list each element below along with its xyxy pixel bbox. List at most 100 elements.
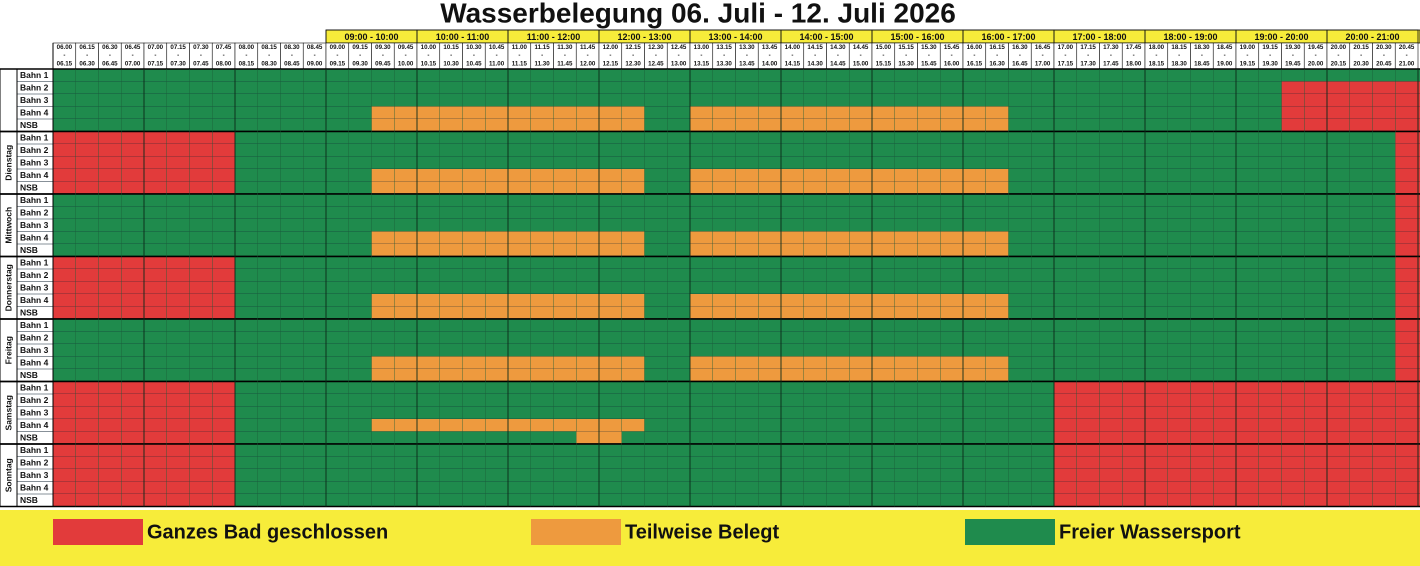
- slot-to: 08.30: [261, 61, 277, 68]
- slot-from: 20.00: [1331, 44, 1347, 51]
- slot-separator: -: [1406, 52, 1408, 59]
- cell-run: [1395, 144, 1420, 157]
- cell-run: [1395, 306, 1420, 319]
- slot-separator: -: [109, 52, 111, 59]
- slot-from: 20.15: [1353, 44, 1369, 51]
- slot-from: 13.15: [716, 44, 732, 51]
- lane-label: NSB: [20, 370, 38, 380]
- slot-from: 07.15: [170, 44, 186, 51]
- slot-from: 12.00: [603, 44, 619, 51]
- slot-to: 18.30: [1171, 61, 1187, 68]
- slot-from: 06.15: [79, 44, 95, 51]
- slot-to: 14.00: [762, 61, 778, 68]
- slot-to: 21.00: [1399, 61, 1415, 68]
- slot-to: 18.45: [1194, 61, 1210, 68]
- day-label: Mittwoch: [3, 207, 13, 244]
- slot-to: 09.00: [307, 61, 323, 68]
- slot-separator: -: [1155, 52, 1157, 59]
- slot-separator: -: [564, 52, 566, 59]
- slot-separator: -: [928, 52, 930, 59]
- slot-from: 19.15: [1262, 44, 1278, 51]
- slot-from: 17.00: [1058, 44, 1074, 51]
- cell-run: [235, 281, 1396, 294]
- slot-separator: -: [541, 52, 543, 59]
- slot-separator: -: [655, 52, 657, 59]
- slot-to: 11.15: [512, 61, 528, 68]
- slot-to: 16.15: [967, 61, 983, 68]
- cell-run: [53, 194, 1396, 207]
- cell-run: [235, 256, 1396, 269]
- cell-run: [1395, 244, 1420, 257]
- slot-to: 07.00: [125, 61, 141, 68]
- cell-run: [53, 69, 1420, 82]
- lane-label: Bahn 4: [20, 295, 49, 305]
- lane-label: Bahn 4: [20, 358, 49, 368]
- lane-label: Bahn 2: [20, 145, 49, 155]
- slot-to: 14.30: [807, 61, 823, 68]
- slot-from: 10.30: [466, 44, 482, 51]
- cell-run: [1054, 469, 1420, 482]
- slot-separator: -: [1383, 52, 1385, 59]
- slot-to: 11.00: [489, 61, 505, 68]
- cell-run: [1281, 81, 1420, 94]
- slot-to: 20.00: [1308, 61, 1324, 68]
- day-label: Freitag: [3, 336, 13, 364]
- slot-to: 18.00: [1126, 61, 1142, 68]
- lane-label: Bahn 4: [20, 483, 49, 493]
- slot-separator: -: [496, 52, 498, 59]
- slot-separator: -: [177, 52, 179, 59]
- slot-to: 16.45: [1012, 61, 1028, 68]
- slot-from: 19.00: [1240, 44, 1256, 51]
- lane-label: Bahn 2: [20, 333, 49, 343]
- cell-run: [1054, 431, 1420, 444]
- slot-separator: -: [996, 52, 998, 59]
- lane-label: NSB: [20, 495, 38, 505]
- cell-run: [1395, 206, 1420, 219]
- slot-to: 13.45: [739, 61, 755, 68]
- lane-label: Bahn 3: [20, 158, 49, 168]
- slot-from: 20.45: [1399, 44, 1415, 51]
- cell-run: [1054, 381, 1420, 394]
- hour-label: 17:00 - 18:00: [1072, 32, 1126, 42]
- slot-separator: -: [700, 52, 702, 59]
- slot-from: 18.45: [1217, 44, 1233, 51]
- slot-from: 07.45: [216, 44, 232, 51]
- cell-run: [235, 131, 1396, 144]
- lane-label: Bahn 2: [20, 458, 49, 468]
- hour-label: 10:00 - 11:00: [436, 32, 490, 42]
- cell-run: [1395, 181, 1420, 194]
- slot-separator: -: [154, 52, 156, 59]
- slot-to: 17.45: [1103, 61, 1119, 68]
- slot-to: 20.15: [1331, 61, 1347, 68]
- slot-from: 16.15: [989, 44, 1005, 51]
- slot-separator: -: [63, 52, 65, 59]
- cell-run: [235, 156, 1396, 169]
- slot-to: 14.15: [785, 61, 801, 68]
- slot-from: 11.45: [580, 44, 596, 51]
- slot-separator: -: [587, 52, 589, 59]
- cell-run: [1054, 419, 1420, 432]
- slot-from: 08.45: [307, 44, 323, 51]
- slot-to: 19.15: [1240, 61, 1256, 68]
- slot-from: 20.30: [1376, 44, 1392, 51]
- slot-to: 08.15: [239, 61, 255, 68]
- cell-run: [1395, 269, 1420, 282]
- slot-separator: -: [1133, 52, 1135, 59]
- cell-run: [1008, 294, 1396, 307]
- cell-run: [53, 206, 1396, 219]
- slot-to: 10.45: [466, 61, 482, 68]
- day-label: Samstag: [3, 395, 13, 430]
- slot-separator: -: [336, 52, 338, 59]
- lane-label: Bahn 2: [20, 83, 49, 93]
- cell-run: [1395, 256, 1420, 269]
- slot-to: 17.00: [1035, 61, 1051, 68]
- slot-from: 18.00: [1149, 44, 1165, 51]
- slot-from: 07.00: [148, 44, 164, 51]
- slot-to: 07.45: [193, 61, 209, 68]
- slot-separator: -: [973, 52, 975, 59]
- cell-run: [1008, 369, 1396, 382]
- slot-from: 14.45: [853, 44, 869, 51]
- slot-to: 06.30: [79, 61, 95, 68]
- lane-label: Bahn 4: [20, 108, 49, 118]
- lane-label: Bahn 4: [20, 420, 49, 430]
